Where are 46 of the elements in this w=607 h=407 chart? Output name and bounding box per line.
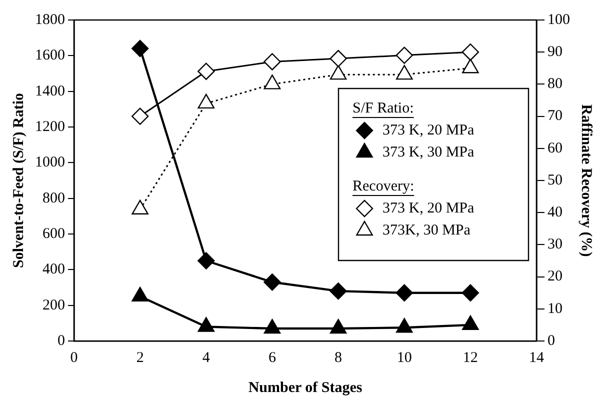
x-tick-label: 8 <box>334 350 342 366</box>
legend-label: 373 K, 20 MPa <box>382 122 475 138</box>
x-tick-label: 14 <box>529 350 544 366</box>
y-axis-title: Solvent-to-Feed (S/F) Ratio <box>10 93 27 268</box>
y2-tick-label: 10 <box>548 300 562 317</box>
x-tick-label: 0 <box>70 350 78 366</box>
y-tick-label: 1000 <box>35 154 65 171</box>
y2-tick-label: 20 <box>548 268 562 285</box>
y2-tick-label: 40 <box>548 204 562 221</box>
y-tick-label: 1400 <box>35 83 65 100</box>
y-tick-label: 1600 <box>35 48 65 64</box>
x-tick-label: 2 <box>136 350 144 366</box>
point <box>131 108 149 125</box>
point <box>198 94 215 109</box>
legend-label: 373 K, 20 MPa <box>382 200 475 216</box>
y-tick-label: 800 <box>42 190 65 206</box>
y-tick-label: 1200 <box>35 118 65 135</box>
y-tick-label: 600 <box>42 226 65 242</box>
y2-tick-label: 60 <box>548 140 562 156</box>
y-tick-label: 0 <box>58 332 65 349</box>
annotation: S/F Ratio: <box>352 100 414 116</box>
point <box>396 46 413 64</box>
y2-tick-label: 30 <box>548 236 562 253</box>
x-axis-title: Number of Stages <box>248 380 362 396</box>
y2-tick-label: 70 <box>548 108 562 124</box>
y2-tick-label: 50 <box>548 172 562 188</box>
y2-axis-title: Raffinate Recovery (%) <box>578 104 594 257</box>
y-tick-label: 400 <box>42 262 65 278</box>
point <box>462 44 480 61</box>
y2-tick-label: 90 <box>548 44 562 60</box>
point <box>132 200 148 214</box>
legend-label: 373K, 30 MPa <box>382 222 471 238</box>
y2-tick-label: 0 <box>548 332 555 349</box>
y2-tick-label: 80 <box>548 76 562 92</box>
x-tick-label: 4 <box>202 350 210 366</box>
x-tick-label: 10 <box>396 350 412 366</box>
x-tick-label: 12 <box>462 350 478 366</box>
legend-label: 373 K, 30 MPa <box>382 144 475 160</box>
annotation: Recovery: <box>352 178 414 194</box>
y-tick-label: 200 <box>42 297 65 314</box>
y2-tick-label: 100 <box>548 12 570 28</box>
point <box>330 50 347 68</box>
point <box>198 62 215 80</box>
point <box>264 53 281 70</box>
y-tick-label: 1800 <box>35 12 65 28</box>
x-tick-label: 6 <box>268 350 276 366</box>
